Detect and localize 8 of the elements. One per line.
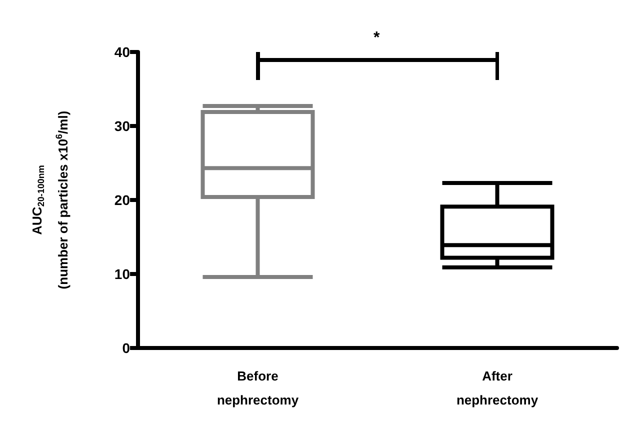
y-tick-label: 40 [114,44,130,60]
x-tick-label: After nephrectomy [456,368,539,408]
text: * [374,30,380,46]
x-tick-label: Before nephrectomy [216,368,300,408]
y-tick-label: 10 [114,266,130,282]
y-tick-label: 20 [114,192,130,208]
y-tick-label: 0 [122,340,130,356]
y-tick-label: 30 [114,118,130,134]
